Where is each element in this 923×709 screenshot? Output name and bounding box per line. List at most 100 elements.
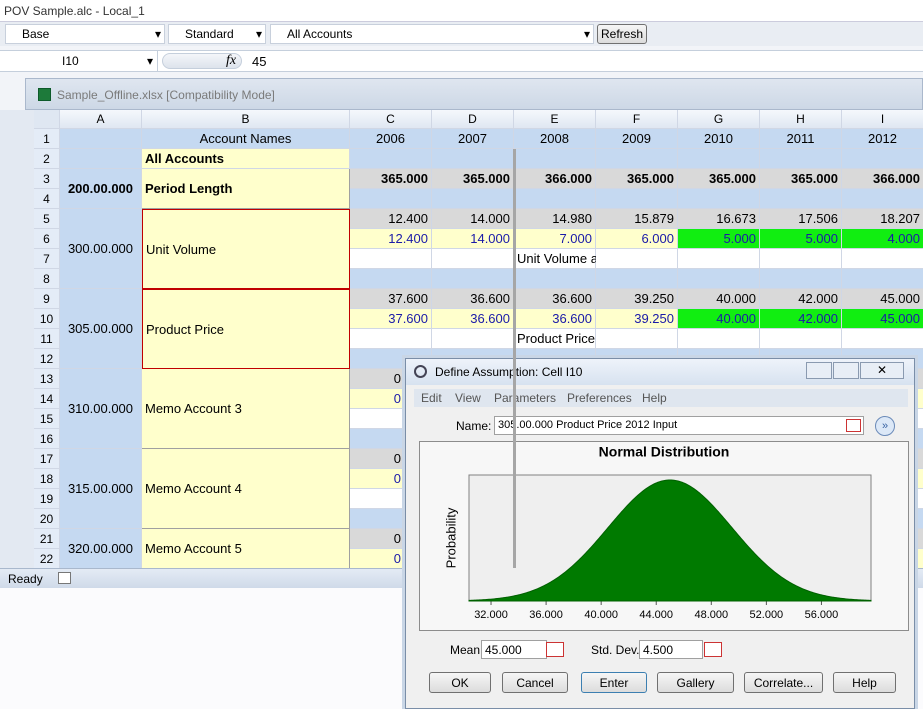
cell [350,149,432,169]
cell [350,269,432,289]
row-number: 13 [34,369,60,389]
pov-dropdown[interactable]: All Accounts ▾ [270,24,594,44]
x-tick-label: 52.000 [750,609,784,621]
cell: 366.000 [514,169,596,189]
cell-text: 36.600 [470,291,510,306]
cell-text: 40.000 [716,311,756,326]
x-tick-label: 36.000 [529,609,563,621]
cell-ref-icon[interactable] [704,642,722,657]
row-number: 16 [34,429,60,449]
cell-text: Memo Account 4 [145,481,242,496]
row-number: 7 [34,249,60,269]
cell-text: 16.673 [716,211,756,226]
dropdown-arrow: ▾ [146,54,153,68]
dialog-icon [414,365,427,378]
column-header: G [678,110,760,129]
cell-text: 7.000 [559,231,592,246]
cell: 365.000 [760,169,842,189]
chart-title: Normal Distribution [599,444,730,460]
cell: 310.00.000 [60,369,142,449]
cell: 2008 [514,129,596,149]
cell: 14.000 [432,209,514,229]
cell: 37.600 [350,309,432,329]
pov-dropdown[interactable]: Standard ▾ [168,24,266,44]
row-number: 22 [34,549,60,568]
pov-member: All Accounts [287,27,353,41]
dialog-button[interactable]: Enter [581,672,647,693]
cell: 5.000 [760,229,842,249]
name-box[interactable]: I10 ▾ [0,51,158,71]
cell [60,129,142,149]
cell: 2007 [432,129,514,149]
cell: 17.506 [760,209,842,229]
dialog-button[interactable]: Cancel [502,672,568,693]
cell-ref-icon[interactable] [546,642,564,657]
cell [760,149,842,169]
dialog-button[interactable]: Help [833,672,896,693]
cell: 365.000 [350,169,432,189]
row-number: 11 [34,329,60,349]
cell: 12.400 [350,229,432,249]
cell: 12.400 [350,209,432,229]
sheet-left-margin [0,110,34,568]
menu-item[interactable]: Parameters [494,391,557,405]
cell: All Accounts [142,149,350,169]
row-number: 6 [34,229,60,249]
dialog-button[interactable]: Gallery [657,672,734,693]
x-tick-label: 48.000 [694,609,728,621]
cell [60,149,142,169]
menu-item[interactable]: Edit [421,391,442,405]
cell [760,269,842,289]
pov-dropdown[interactable]: Base ▾ [5,24,165,44]
cell-text: Period Length [145,181,233,196]
cell: Period Length [142,169,350,209]
dialog-button[interactable]: OK [429,672,491,693]
cell-text: 2009 [622,131,651,146]
cell-text: 45.000 [880,291,920,306]
cell: 45.000 [842,289,923,309]
excel-icon [38,88,51,101]
cell-text: 42.000 [798,311,838,326]
cell [760,329,842,349]
close-button[interactable]: ✕ [860,362,904,379]
cell-text: 0 [393,471,401,486]
cell-text: Unit Volume [146,241,217,257]
cell-ref-icon[interactable] [846,419,861,432]
minimize-button[interactable] [806,362,832,379]
dialog-title-bar: Define Assumption: Cell I10 ✕ [406,359,914,385]
menu-item[interactable]: View [455,391,481,405]
column-header: F [596,110,678,129]
name-input[interactable]: 305.00.000 Product Price 2012 Input [494,416,864,435]
freeze-line [513,149,516,568]
cell-text: Account Names [199,131,292,146]
mean-input[interactable]: 45.000 [481,640,547,659]
cell: 18.207 [842,209,923,229]
cell: 16.673 [678,209,760,229]
cell: 305.00.000 [60,289,142,369]
define-assumption-dialog: Define Assumption: Cell I10 ✕ Edit View Pa… [405,358,915,709]
status-text: Ready [8,572,43,586]
workbook-title-bar: Sample_Offline.xlsx [Compatibility Mode] [25,78,923,110]
row-number: 12 [34,349,60,369]
distribution-curve [468,479,872,602]
cell-text: 365.000 [381,171,428,186]
cell [514,269,596,289]
fx-icon[interactable]: fx [226,53,237,68]
dialog-button[interactable]: Correlate... [744,672,823,693]
cell: Memo Account 5 [142,529,350,568]
row-number: 2 [34,149,60,169]
mean-value: 45.000 [485,643,522,657]
std-dev-input[interactable]: 4.500 [639,640,703,659]
menu-item[interactable]: Preferences [567,391,632,405]
menu-item[interactable]: Help [642,391,667,405]
expand-button[interactable]: » [875,416,895,436]
row-number: 3 [34,169,60,189]
cell-text: 17.506 [798,211,838,226]
cell: 365.000 [432,169,514,189]
cell: 4.000 [842,229,923,249]
refresh-button[interactable]: Refresh [597,24,647,44]
maximize-button[interactable] [833,362,859,379]
row-number: 17 [34,449,60,469]
cell-text: 0 [393,531,401,546]
